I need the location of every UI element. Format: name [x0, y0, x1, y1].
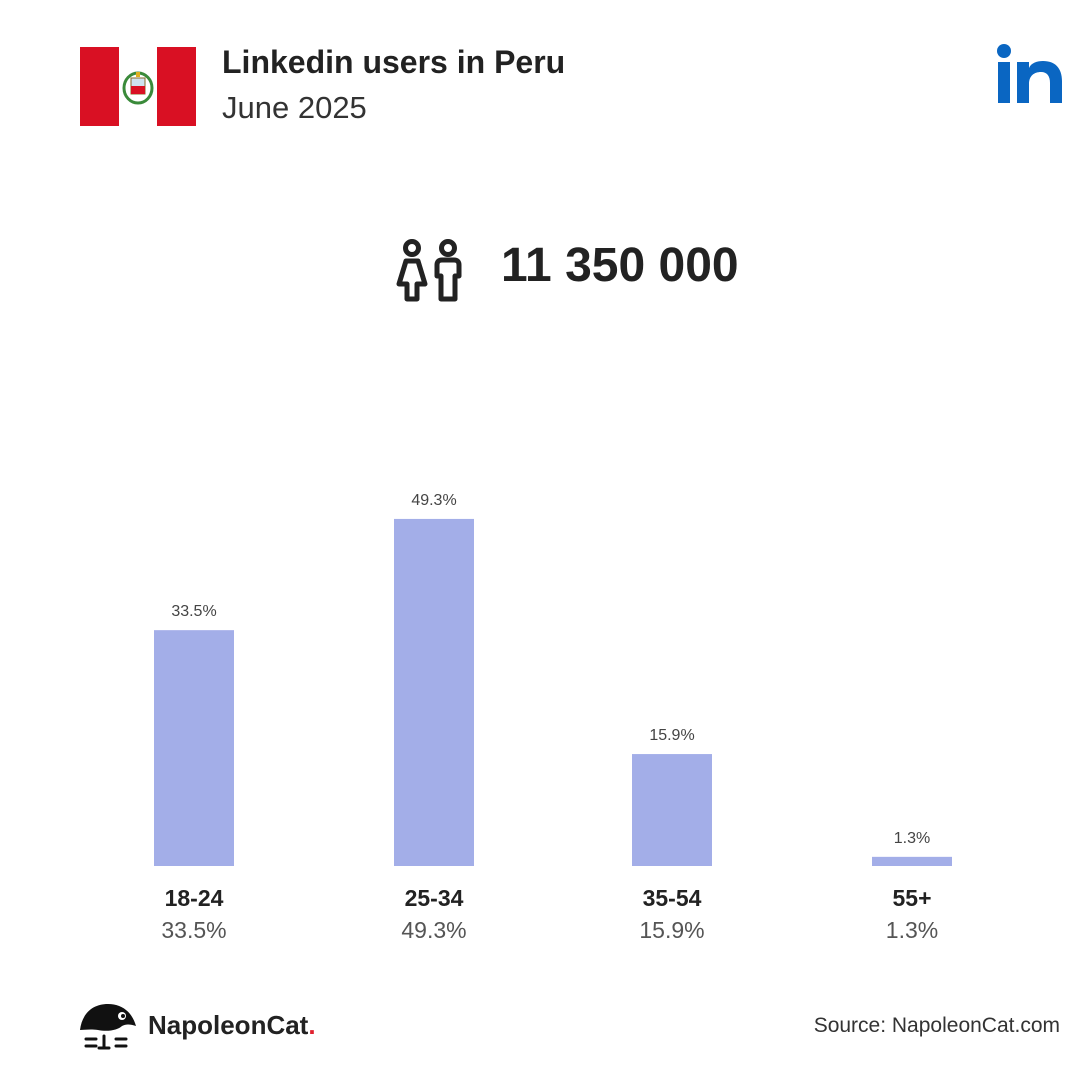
linkedin-logo-icon	[997, 44, 1062, 103]
peru-flag-icon	[80, 47, 196, 126]
category-percent-label: 49.3%	[401, 917, 466, 943]
category-label: 25-34	[405, 885, 464, 911]
category-label: 55+	[892, 885, 931, 911]
category-label: 18-24	[165, 885, 224, 911]
category-percent-label: 33.5%	[161, 917, 226, 943]
category-percent-label: 15.9%	[639, 917, 704, 943]
bar	[394, 518, 474, 866]
bar-value-label: 33.5%	[171, 603, 216, 620]
footer-brand-dot: .	[308, 1010, 316, 1040]
bar	[872, 856, 952, 866]
bar-value-label: 49.3%	[411, 492, 456, 509]
bar-value-label: 15.9%	[649, 727, 694, 744]
footer-brand: NapoleonCat.	[148, 1010, 316, 1041]
page-title: Linkedin users in Peru	[222, 44, 566, 80]
page-subtitle: June 2025	[222, 90, 367, 125]
category-label: 35-54	[643, 885, 702, 911]
bar-value-label: 1.3%	[894, 830, 930, 847]
users-icon	[396, 239, 462, 302]
bar	[154, 630, 234, 866]
age-distribution-chart: 33.5% 18-24 33.5% 49.3% 25-34 49.3% 15.9% 35-54…	[154, 492, 952, 943]
source-credit: Source: NapoleonCat.com	[813, 1014, 1060, 1037]
category-percent-label: 1.3%	[886, 917, 938, 943]
total-users: 11 350 000	[501, 239, 739, 292]
bar	[632, 754, 712, 866]
napoleoncat-logo-icon	[80, 1004, 136, 1050]
footer-brand-name: NapoleonCat	[148, 1010, 309, 1040]
